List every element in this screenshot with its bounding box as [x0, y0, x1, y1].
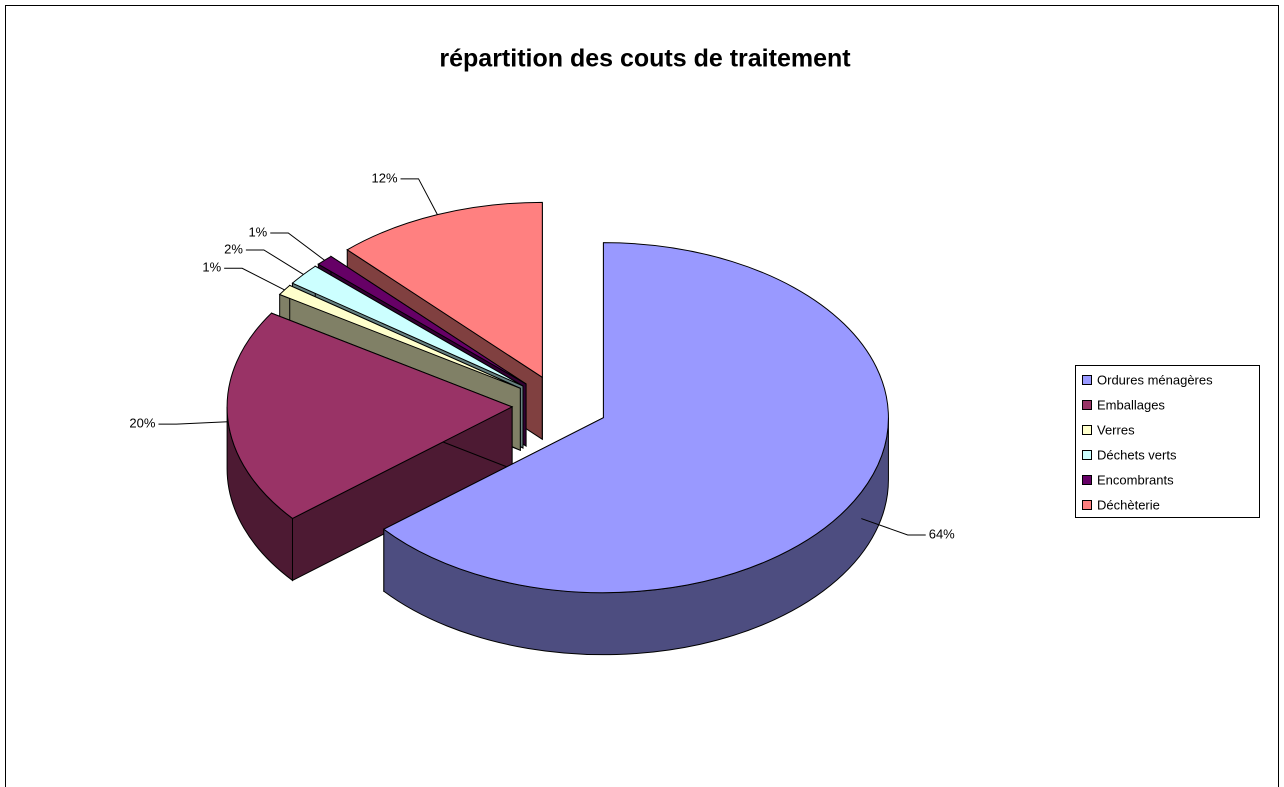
legend-label: Déchets verts: [1097, 447, 1177, 462]
leader-line: [245, 249, 304, 275]
leader-line: [861, 518, 926, 536]
legend-swatch: [1082, 500, 1092, 510]
leader-line: [270, 232, 325, 261]
legend-swatch: [1082, 425, 1092, 435]
legend-label: Encombrants: [1097, 472, 1174, 487]
slice: [226, 312, 514, 582]
legend-swatch: [1082, 450, 1092, 460]
leader-line: [400, 178, 438, 215]
chart-title: répartition des couts de traitement: [439, 45, 851, 73]
slice-top: [226, 312, 514, 520]
slice-top: [278, 284, 521, 389]
legend: [1075, 365, 1260, 518]
legend-label: Verres: [1097, 422, 1135, 437]
data-label: 20%: [129, 416, 155, 431]
legend-label: Ordures ménagères: [1097, 372, 1213, 387]
slice-top: [291, 265, 524, 387]
legend-swatch: [1082, 375, 1092, 385]
data-label: 2%: [224, 241, 243, 256]
legend-swatch: [1082, 475, 1092, 485]
leader-line: [224, 267, 285, 291]
legend-swatch: [1082, 400, 1092, 410]
data-label: 64%: [929, 526, 955, 541]
leader-line: [158, 421, 228, 425]
data-label: 12%: [371, 170, 397, 185]
slice-top: [382, 242, 889, 594]
data-label: 1%: [202, 260, 221, 275]
legend-label: Déchèterie: [1097, 497, 1160, 512]
data-label: 1%: [248, 224, 267, 239]
slice-top: [317, 255, 527, 385]
legend-label: Emballages: [1097, 397, 1165, 412]
slice: [382, 242, 889, 656]
